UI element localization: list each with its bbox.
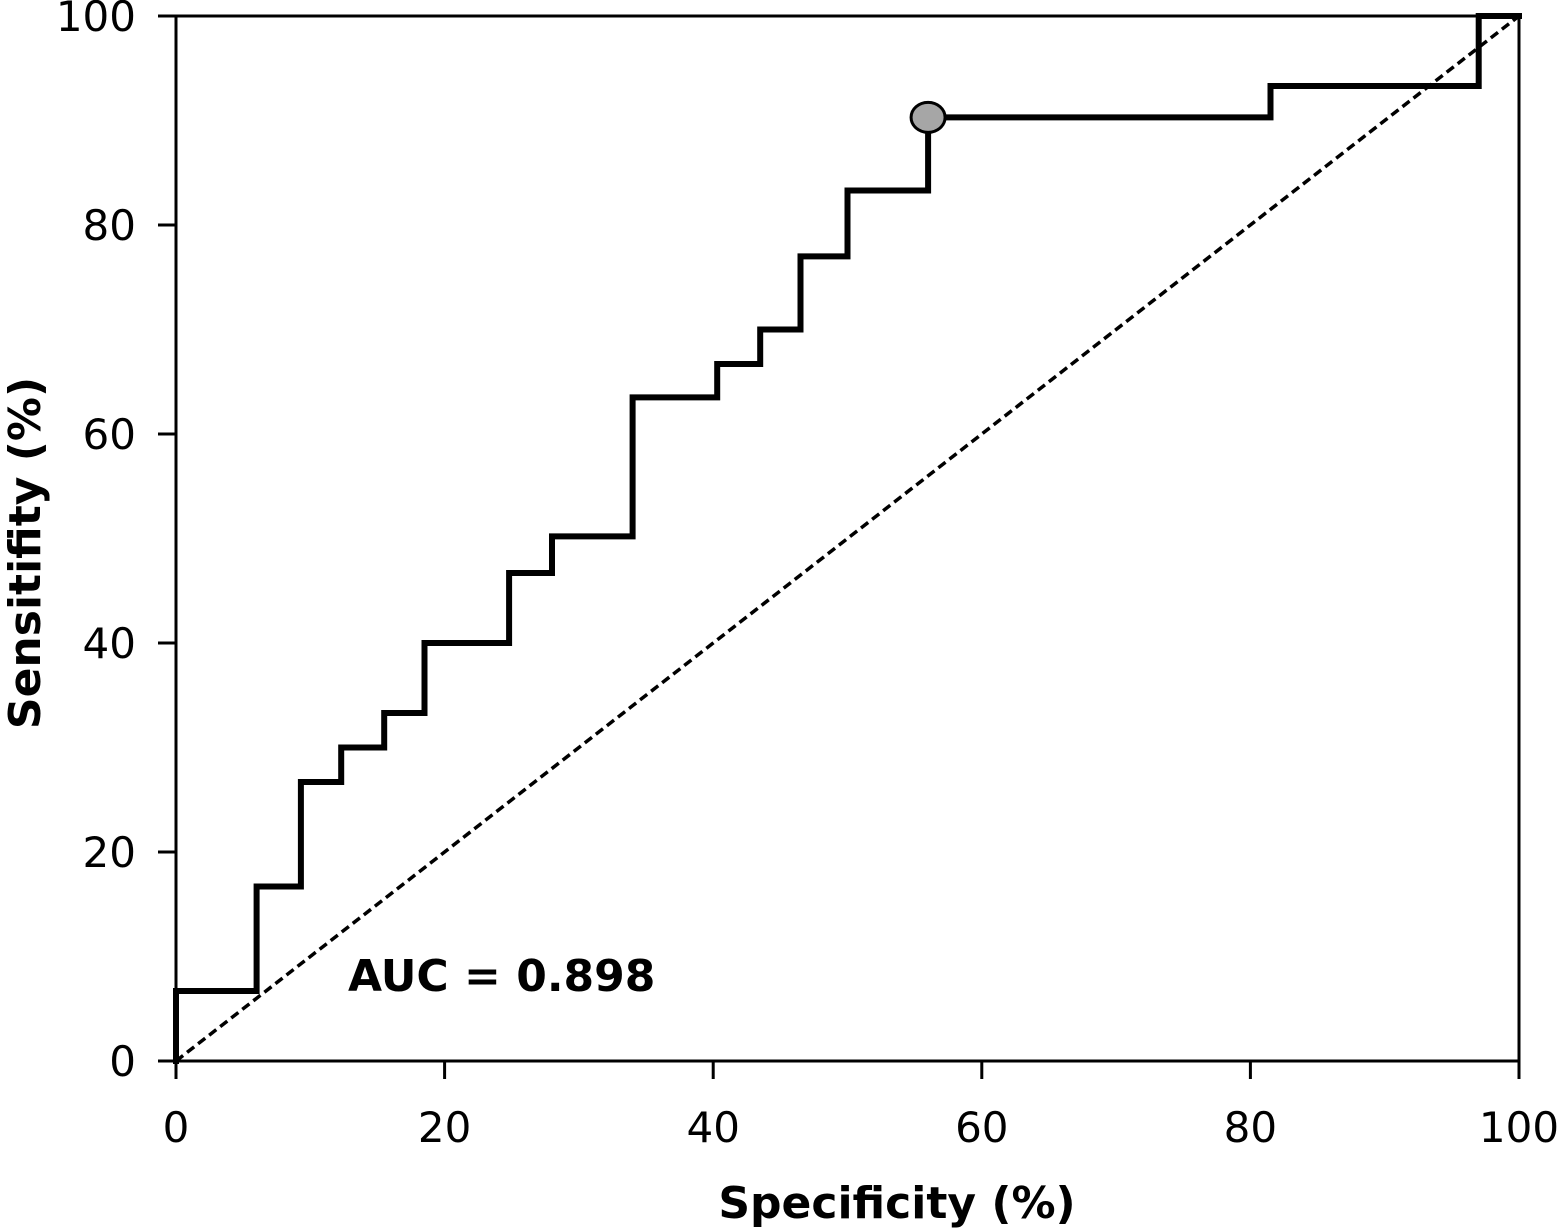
y-tick-label: 40 (83, 619, 136, 668)
axes-layer (174, 14, 1521, 1063)
x-tick-label: 100 (1479, 1103, 1559, 1152)
highlight-point-layer (909, 100, 947, 134)
x-tick-label: 60 (955, 1103, 1008, 1152)
x-axis-title: Specificity (%) (718, 1178, 1075, 1228)
roc-curve-layer (173, 13, 1522, 1064)
x-tick-label: 80 (1224, 1103, 1277, 1152)
x-tick-label: 0 (163, 1103, 190, 1152)
x-tick-label: 20 (418, 1103, 471, 1152)
y-axis-title: Sensitifity (%) (0, 377, 51, 729)
reference-line-layer (174, 14, 1521, 1063)
roc-curve-line (173, 13, 1522, 1064)
y-tick-label: 20 (83, 828, 136, 877)
ticks-layer: 0 20 40 60 80 100 0 20 40 60 80 100 (56, 0, 1559, 1152)
x-tick-label: 40 (686, 1103, 739, 1152)
cutoff-point-marker (909, 100, 947, 134)
reference-diagonal-line (174, 14, 1521, 1063)
y-tick-label: 100 (56, 0, 136, 41)
y-tick-label: 80 (83, 201, 136, 250)
y-tick-label: 60 (83, 410, 136, 459)
auc-annotation: AUC = 0.898 (348, 951, 655, 1002)
y-tick-label: 0 (109, 1037, 136, 1086)
